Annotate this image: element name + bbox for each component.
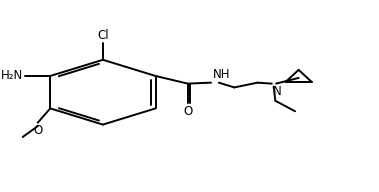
Text: O: O bbox=[183, 105, 193, 118]
Text: H₂N: H₂N bbox=[1, 69, 23, 82]
Text: NH: NH bbox=[213, 68, 230, 81]
Text: N: N bbox=[273, 84, 282, 98]
Text: Cl: Cl bbox=[97, 29, 109, 42]
Text: O: O bbox=[33, 124, 42, 137]
